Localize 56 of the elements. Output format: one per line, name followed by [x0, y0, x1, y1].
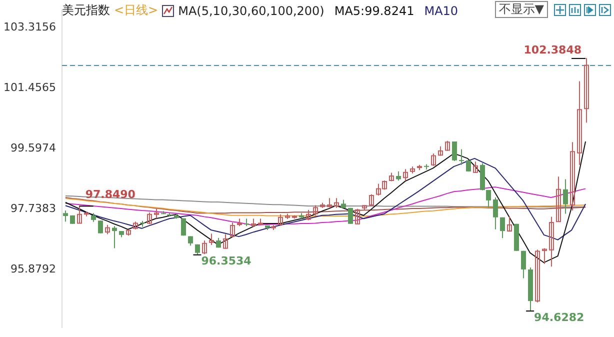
text: MA5:99.8241	[334, 4, 414, 18]
candlestick	[396, 170, 401, 182]
candlestick	[202, 240, 207, 255]
candlestick	[584, 57, 589, 124]
candlestick	[348, 207, 353, 224]
candlestick	[63, 210, 68, 222]
y-tick-label: 95.8792	[10, 262, 56, 276]
candlestick	[500, 216, 505, 239]
candlestick	[313, 204, 318, 216]
y-tick-label: 101.4565	[4, 81, 56, 94]
candlestick	[486, 189, 491, 208]
chart-subtitle: <日线>	[114, 2, 158, 19]
chart-title: 美元指数	[62, 2, 110, 19]
candlestick	[459, 148, 464, 166]
candlestick	[105, 224, 110, 235]
candlestick	[77, 205, 82, 224]
candlestick	[98, 220, 103, 234]
candlestick	[445, 140, 450, 152]
candlestick	[535, 249, 540, 303]
y-tick-label: 99.5974	[10, 142, 56, 155]
candlestick	[493, 196, 498, 230]
candlestick	[223, 234, 228, 250]
candlestick	[507, 216, 512, 232]
candlestick	[154, 208, 159, 219]
candlestick	[473, 161, 478, 174]
candlestick	[355, 208, 360, 225]
candlestick	[112, 226, 117, 249]
candlestick	[188, 236, 193, 246]
candlestick	[334, 198, 339, 208]
candlestick	[230, 222, 235, 238]
annotation: 102.3848	[524, 43, 582, 56]
candlestick	[369, 194, 374, 206]
annotation: 97.8490	[85, 188, 136, 202]
text: MA10	[424, 4, 458, 18]
candlestick	[431, 153, 436, 166]
candlestick	[306, 209, 311, 221]
candlestick	[563, 178, 568, 214]
candlestick	[403, 168, 408, 182]
candlestick	[438, 146, 443, 156]
legend-title: MA(5,10,30,60,100,200)	[178, 4, 324, 18]
candlestick	[278, 214, 283, 226]
annotation: 不显示▼	[494, 1, 548, 18]
candlestick	[209, 233, 214, 246]
candlestick	[521, 250, 526, 279]
candlestick	[577, 80, 582, 166]
annotation: 96.3534	[201, 254, 252, 268]
annotation: 94.6282	[534, 310, 584, 324]
candlestick	[452, 140, 457, 162]
candlestick	[570, 142, 575, 212]
candlestick	[549, 216, 554, 268]
y-tick-label: 97.7383	[10, 202, 56, 216]
y-tick-label: 103.3156	[4, 20, 56, 34]
candlestick	[556, 176, 561, 222]
candlestick	[147, 212, 152, 225]
candlestick	[327, 198, 332, 208]
candlestick	[542, 248, 547, 264]
